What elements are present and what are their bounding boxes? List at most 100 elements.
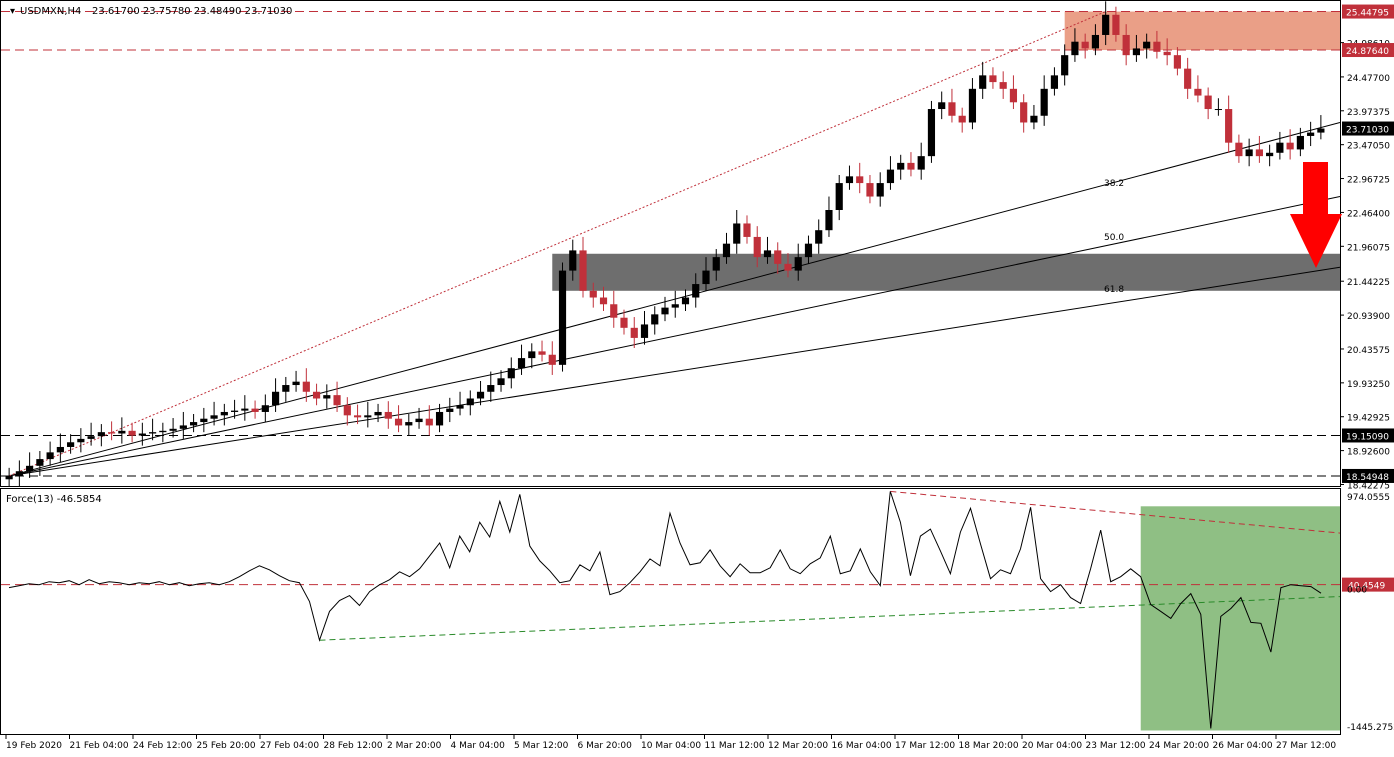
candle-body — [743, 223, 751, 237]
candle-body — [210, 415, 218, 419]
time-axis-label: 24 Feb 12:00 — [133, 741, 192, 751]
candle-body — [353, 415, 362, 418]
candle-body — [958, 115, 966, 123]
time-axis-label: 23 Mar 12:00 — [1086, 741, 1146, 751]
price-axis-label: 19.15090 — [1346, 432, 1389, 442]
candle-body — [1071, 41, 1079, 56]
candle-body — [476, 391, 485, 399]
candle-body — [661, 307, 669, 315]
candle-body — [1081, 41, 1089, 49]
candle-body — [804, 243, 813, 258]
candle-body — [815, 230, 823, 244]
candle-body — [999, 82, 1007, 89]
time-axis-label: 11 Mar 12:00 — [705, 741, 765, 751]
time-axis-label: 4 Mar 04:00 — [451, 741, 506, 751]
candle-body — [169, 428, 177, 431]
candle-body — [118, 430, 126, 434]
time-axis-label: 20 Mar 04:00 — [1022, 741, 1082, 751]
candle-body — [487, 385, 495, 392]
force-resistance-trendline — [890, 490, 1341, 534]
candle-body — [1255, 149, 1263, 157]
candle-body — [149, 432, 157, 434]
candle-body — [1225, 109, 1233, 143]
candle-body — [610, 304, 618, 318]
candle-body — [1296, 135, 1304, 150]
price-label-box — [1342, 4, 1394, 19]
candle-body — [1307, 132, 1315, 136]
candle-body — [1163, 51, 1171, 56]
candle-body — [374, 411, 382, 416]
fibonacci-fan-line — [9, 266, 1341, 477]
candle-body — [190, 422, 198, 426]
candle-body — [538, 351, 546, 355]
candle-body — [67, 442, 75, 447]
candle-body — [251, 408, 259, 412]
candle-body — [26, 465, 34, 472]
candle-body — [589, 290, 597, 298]
candle-body — [271, 391, 280, 406]
time-axis-label: 2 Mar 20:00 — [387, 741, 442, 751]
candle-body — [1061, 55, 1069, 76]
price-axis-label: 18.54948 — [1346, 473, 1389, 483]
time-axis-label: 18 Mar 20:00 — [959, 741, 1019, 751]
candle-body — [364, 415, 372, 418]
price-axis-label: 23.97375 — [1347, 108, 1390, 118]
candle-body — [866, 183, 874, 197]
price-axis-label: 18.42275 — [1347, 481, 1390, 491]
time-axis-label: 6 Mar 20:00 — [578, 741, 633, 751]
candle-body — [989, 75, 997, 83]
fibonacci-label: 38.2 — [1104, 179, 1124, 189]
candle-body — [343, 405, 351, 416]
time-axis-label: 27 Feb 04:00 — [260, 741, 319, 751]
candle-body — [1184, 68, 1192, 89]
time-axis-label: 5 Mar 12:00 — [514, 741, 569, 751]
candle-body — [897, 162, 905, 170]
candle-body — [763, 250, 772, 258]
candle-body — [1235, 142, 1243, 157]
candle-body — [446, 408, 454, 412]
candle-body — [1143, 41, 1151, 49]
candle-body — [323, 395, 331, 399]
candle-body — [968, 88, 977, 123]
candle-body — [1286, 142, 1294, 150]
candle-body — [835, 183, 843, 211]
candle-body — [1009, 88, 1018, 103]
time-axis-label: 17 Mar 12:00 — [895, 741, 955, 751]
candle-body — [938, 102, 946, 110]
candle-body — [77, 438, 85, 443]
candle-body — [261, 405, 269, 412]
candle-body — [722, 243, 731, 258]
force-axis-label: -1445.2752 — [1347, 723, 1394, 733]
price-axis-label: 19.42925 — [1347, 414, 1390, 424]
candle-body — [415, 418, 423, 423]
candle-body — [384, 411, 392, 419]
candle-body — [56, 446, 64, 453]
candle-body — [220, 411, 228, 416]
peak-trendline — [8, 11, 1106, 477]
candle-body — [312, 391, 321, 399]
candle-body — [159, 430, 167, 433]
candle-body — [1276, 142, 1284, 153]
candle-body — [128, 430, 136, 436]
candle-body — [1132, 48, 1140, 56]
candle-body — [333, 395, 341, 406]
candle-body — [5, 475, 13, 480]
price-label-box — [1342, 468, 1394, 483]
fibonacci-fan-line — [9, 196, 1341, 477]
time-axis-label: 10 Mar 04:00 — [641, 741, 701, 751]
main-plot-frame — [0, 0, 1341, 487]
candle-body — [1153, 41, 1161, 52]
candle-body — [886, 169, 895, 184]
candle-body — [497, 378, 505, 386]
candle-body — [927, 109, 936, 157]
candle-body — [1214, 109, 1222, 111]
candle-body — [640, 324, 649, 338]
candle-body — [579, 250, 587, 291]
candle-body — [87, 436, 95, 439]
candle-body — [36, 459, 44, 466]
price-label-box — [1342, 428, 1394, 443]
ohlc-label: 23.61700 23.75780 23.48490 23.71030 — [92, 6, 292, 17]
candle-body — [1266, 152, 1274, 157]
